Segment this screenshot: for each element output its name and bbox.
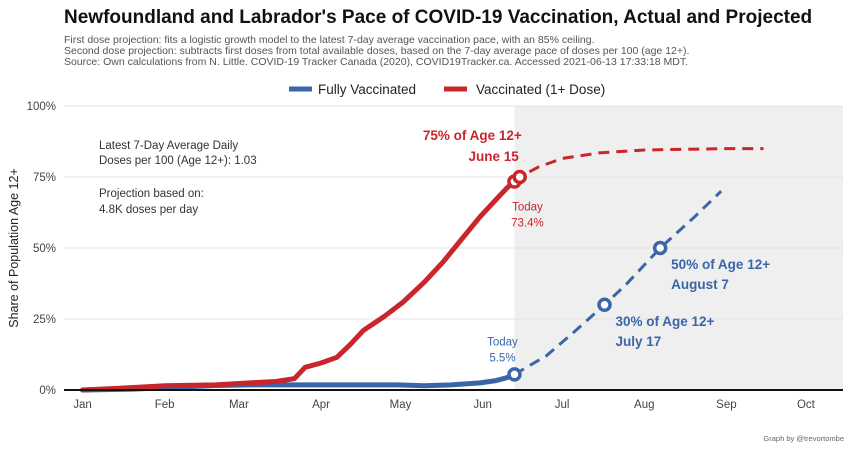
x-tick-oct: Oct — [797, 399, 816, 411]
x-tick-jun: Jun — [473, 399, 492, 411]
milestone-label-1-line-1: 75% of Age 12+ — [423, 128, 522, 143]
x-tick-may: May — [390, 399, 412, 411]
note-line-4: 4.8K doses per day — [99, 204, 198, 216]
x-tick-apr: Apr — [312, 399, 330, 411]
y-tick-75: 75% — [33, 172, 56, 184]
y-tick-0: 0% — [39, 385, 56, 397]
milestone-label-3-line-1: 30% of Age 12+ — [616, 314, 715, 329]
milestone-label-4-line-2: August 7 — [671, 277, 729, 292]
chart-caption: Graph by @trevortombe — [763, 434, 844, 443]
x-tick-feb: Feb — [155, 399, 175, 411]
chart-subtitle-line-1: First dose projection: fits a logistic g… — [64, 34, 595, 46]
chart-subtitle-line-2: Second dose projection: subtracts first … — [64, 45, 689, 57]
milestone-marker-2 — [507, 367, 522, 382]
x-tick-mar: Mar — [229, 399, 249, 411]
line-actual-first-dose — [80, 179, 517, 393]
milestone-label-3-line-2: July 17 — [616, 334, 662, 349]
legend-label-first-dose: Vaccinated (1+ Dose) — [476, 82, 605, 97]
milestone-label-0-line-1: Today — [512, 202, 543, 214]
plot-area: 0% 25% 50% 75% 100% Jan Feb Mar Apr May Jun Jul Aug S… — [27, 101, 843, 411]
milestone-label-1-line-2: June 15 — [468, 149, 519, 164]
y-tick-50: 50% — [33, 243, 56, 255]
chart-subtitle-line-3: Source: Own calculations from N. Little.… — [64, 56, 688, 68]
milestone-marker-4 — [652, 240, 668, 256]
milestone-marker-3 — [597, 297, 612, 313]
milestone-label-4-line-1: 50% of Age 12+ — [671, 257, 770, 272]
info-notes: Latest 7-Day Average Daily Doses per 100… — [99, 140, 257, 216]
note-line-3: Projection based on: — [99, 188, 204, 200]
milestone-label-0-line-2: 73.4% — [511, 218, 544, 230]
x-tick-jul: Jul — [555, 399, 570, 411]
note-line-1: Latest 7-Day Average Daily — [99, 140, 238, 152]
legend: Fully Vaccinated Vaccinated (1+ Dose) — [289, 82, 605, 97]
chart-title: Newfoundland and Labrador's Pace of COVI… — [64, 7, 812, 28]
milestone-label-2-line-1: Today — [487, 336, 518, 348]
note-line-2: Doses per 100 (Age 12+): 1.03 — [99, 155, 257, 167]
x-tick-sep: Sep — [716, 399, 736, 411]
line-projected-fully-vaccinated — [513, 190, 723, 376]
milestone-label-2-line-2: 5.5% — [489, 352, 515, 364]
y-axis-label: Share of Population Age 12+ — [7, 168, 21, 328]
x-tick-aug: Aug — [634, 399, 654, 411]
y-tick-100: 100% — [27, 101, 56, 113]
milestone-marker-1 — [512, 169, 527, 185]
y-tick-25: 25% — [33, 314, 56, 326]
x-tick-jan: Jan — [73, 399, 92, 411]
legend-label-fully-vaccinated: Fully Vaccinated — [318, 82, 416, 97]
